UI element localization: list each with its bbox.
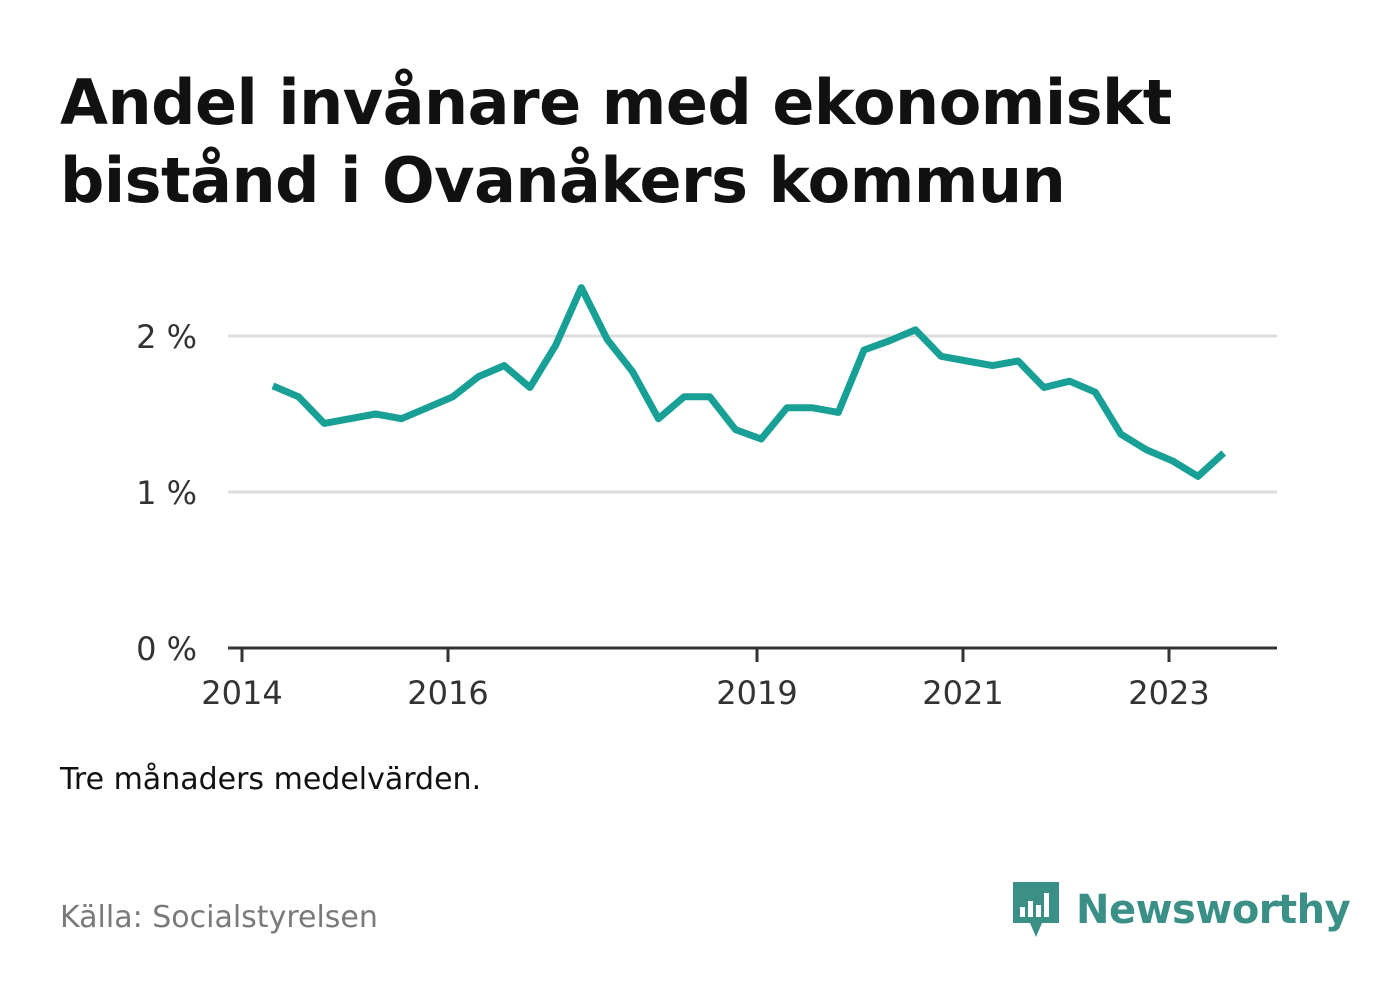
x-tick-label: 2023 <box>1128 674 1209 712</box>
y-tick-label: 0 % <box>136 630 197 668</box>
chart-title: Andel invånare med ekonomiskt bistånd i … <box>60 66 1172 217</box>
x-tick-label: 2021 <box>922 674 1003 712</box>
series-line <box>271 284 1227 480</box>
brand-name: Newsworthy <box>1076 887 1351 933</box>
y-axis-ticks: 0 % 1 % 2 % <box>136 318 197 668</box>
source-text: Källa: Socialstyrelsen <box>60 900 378 935</box>
newsworthy-logo-icon <box>1013 882 1059 937</box>
x-tick-label: 2014 <box>201 674 282 712</box>
x-axis: 2014 2016 2019 2021 2023 <box>201 646 1277 712</box>
brand-logo: Newsworthy <box>1010 878 1351 942</box>
y-tick-label: 1 % <box>136 474 197 512</box>
x-tick-label: 2016 <box>407 674 488 712</box>
chart-note: Tre månaders medelvärden. <box>60 762 482 797</box>
gridlines <box>228 334 1277 494</box>
x-tick-label: 2019 <box>716 674 797 712</box>
series-group <box>271 284 1227 480</box>
y-tick-label: 2 % <box>136 318 197 356</box>
